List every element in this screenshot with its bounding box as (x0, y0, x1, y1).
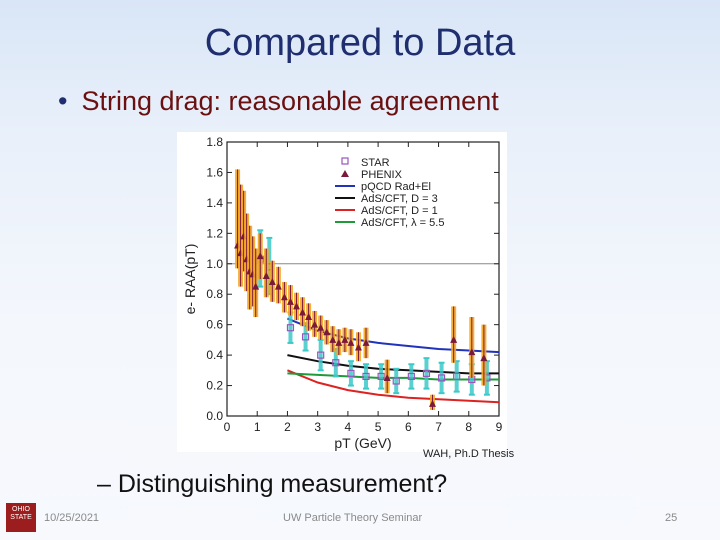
y-axis-label: e- RAA(pT) (182, 244, 198, 315)
phenix-point (450, 335, 458, 343)
phenix-point (480, 354, 488, 362)
y-tick-label: 1.8 (206, 135, 223, 149)
phenix-point (299, 308, 307, 316)
star-point (392, 377, 400, 385)
bullet-point: • String drag: reasonable agreement (58, 86, 499, 117)
footer-date: 10/25/2021 (44, 512, 100, 524)
phenix-point (286, 297, 294, 305)
x-tick-label: 8 (465, 420, 472, 434)
star-point (437, 374, 446, 382)
star-point (453, 372, 461, 381)
y-tick-label: 0.2 (206, 379, 223, 393)
footer-center: UW Particle Theory Seminar (283, 512, 423, 524)
curve-line (287, 369, 500, 404)
plot-frame (226, 141, 500, 417)
phenix-point (317, 323, 325, 331)
x-tick-label: 0 (224, 420, 231, 434)
x-tick-label: 2 (284, 420, 291, 434)
x-axis-label: pT (GeV) (334, 435, 391, 451)
chart-figure: 0 1 2 3 4 5 6 7 8 9 0.0 0.2 0.4 0.6 0.8 1.0 1.2 1.4 1.6 1.8… (177, 132, 507, 452)
star-point (407, 372, 415, 381)
legend-star-marker (341, 157, 349, 165)
star-point (317, 351, 325, 359)
figure-credit: WAH, Ph.D Thesis (423, 448, 515, 460)
phenix-point (429, 399, 437, 407)
x-tick-label: 3 (314, 420, 321, 434)
star-point (422, 369, 431, 377)
phenix-point (311, 320, 319, 328)
bullet-dot: • (58, 86, 68, 116)
page-number: 25 (665, 512, 678, 524)
ohio-state-logo: OHIO STATE (6, 503, 36, 532)
phenix-point (329, 335, 337, 343)
y-tick-label: 1.2 (206, 226, 223, 240)
phenix-point (256, 252, 264, 260)
y-tick-label: 1.0 (206, 257, 223, 271)
curve-line (287, 354, 499, 375)
star-point (377, 372, 385, 381)
phenix-point (252, 282, 260, 290)
legend-phenix-marker (341, 170, 349, 177)
legend-label: PHENIX (361, 169, 403, 181)
legend-label: AdS/CFT, D = 1 (361, 205, 438, 217)
y-tick-label: 0.6 (206, 318, 223, 332)
x-tick-label: 9 (496, 420, 503, 434)
legend-label: pQCD Rad+El (361, 181, 431, 193)
phenix-point (293, 302, 301, 310)
star-point (347, 369, 355, 377)
phenix-point (347, 338, 355, 346)
star-point (301, 333, 310, 341)
y-tick-label: 0.0 (206, 409, 223, 423)
phenix-point (341, 335, 349, 343)
star-point (332, 359, 340, 367)
y-tick-label: 1.6 (206, 165, 223, 179)
phenix-point (323, 328, 331, 336)
x-tick-label: 5 (375, 420, 382, 434)
phenix-point (305, 313, 313, 321)
y-tick-label: 0.8 (206, 287, 223, 301)
x-tick-label: 7 (435, 420, 442, 434)
sub-bullet: – Distinguishing measurement? (97, 470, 448, 498)
phenix-point (362, 338, 370, 346)
y-tick-label: 0.4 (206, 348, 223, 362)
phenix-point (268, 278, 276, 286)
phenix-point (383, 373, 391, 381)
legend-label: AdS/CFT, D = 3 (361, 193, 438, 205)
star-point (362, 372, 370, 381)
x-tick-label: 1 (254, 420, 261, 434)
slide-title: Compared to Data (204, 22, 516, 64)
legend-label: AdS/CFT, λ = 5.5 (361, 217, 444, 229)
phenix-point (468, 348, 476, 356)
phenix-point (280, 293, 288, 301)
phenix-point (354, 343, 362, 351)
star-point (286, 324, 295, 332)
x-tick-label: 4 (345, 420, 352, 434)
legend-label: STAR (361, 157, 390, 169)
raa-chart: 0 1 2 3 4 5 6 7 8 9 0.0 0.2 0.4 0.6 0.8 1.0 1.2 1.4 1.6 1.8… (182, 135, 503, 451)
y-tick-label: 1.4 (206, 196, 223, 210)
bullet-text: String drag: reasonable agreement (81, 86, 499, 116)
phenix-point (335, 338, 343, 346)
x-tick-label: 6 (405, 420, 412, 434)
phenix-point (274, 282, 282, 290)
phenix-point (262, 271, 270, 279)
